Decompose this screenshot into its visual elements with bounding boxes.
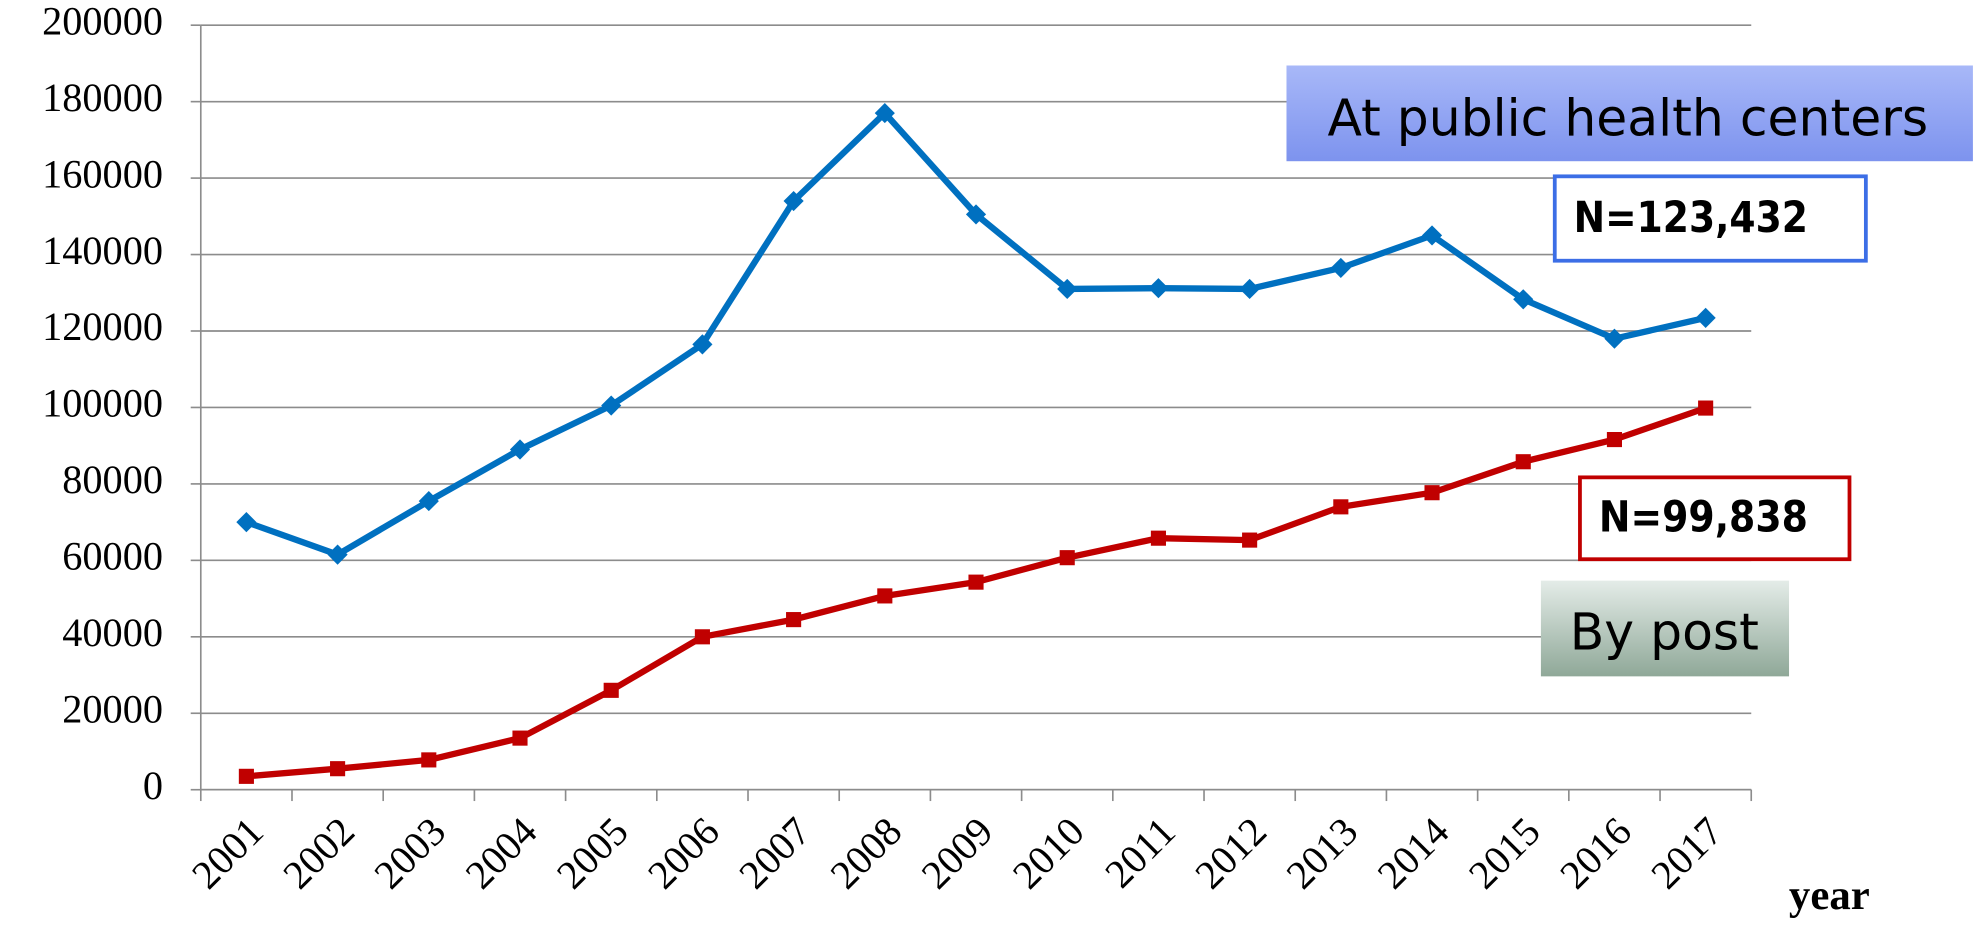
marker <box>330 761 346 777</box>
annotation: N=123,432 <box>1574 193 1808 243</box>
x-tick-label: 2017 <box>1642 809 1731 898</box>
marker <box>1333 499 1349 515</box>
marker <box>1148 278 1169 299</box>
x-tick-label: 2009 <box>913 809 1002 898</box>
x-tick-label: 2010 <box>1004 809 1093 898</box>
marker <box>694 629 710 645</box>
x-axis-label: year <box>1789 872 1870 919</box>
x-tick-label: 2004 <box>457 809 546 898</box>
legend-label: At public health centers <box>1327 89 1928 148</box>
marker <box>238 768 254 784</box>
marker <box>1239 278 1260 300</box>
legend-label: By post <box>1570 603 1759 662</box>
x-tick-label: 2001 <box>183 809 272 898</box>
marker <box>1424 485 1440 501</box>
y-tick-label: 120000 <box>42 304 163 349</box>
marker <box>1695 307 1716 328</box>
marker <box>1515 454 1531 470</box>
marker <box>1059 550 1075 566</box>
x-tick-label: 2002 <box>274 809 363 898</box>
marker <box>327 544 348 565</box>
marker <box>692 334 713 355</box>
x-tick-label: 2011 <box>1096 809 1184 897</box>
x-tick-label: 2014 <box>1369 809 1458 898</box>
y-tick-label: 140000 <box>42 228 163 273</box>
x-tick-label: 2006 <box>639 809 728 898</box>
x-tick-label: 2008 <box>822 809 911 898</box>
x-tick-label: 2016 <box>1551 809 1640 898</box>
y-tick-label: 0 <box>143 763 163 808</box>
marker <box>968 574 984 590</box>
marker <box>1330 257 1351 279</box>
x-tick-label: 2003 <box>365 809 454 898</box>
annotation: N=99,838 <box>1599 493 1808 543</box>
marker <box>877 588 893 604</box>
x-tick-label: 2015 <box>1460 809 1549 898</box>
marker <box>236 512 257 533</box>
annotation-box <box>1578 475 1852 562</box>
annotation-box <box>1552 174 1868 263</box>
y-tick-label: 80000 <box>62 457 163 502</box>
y-tick-label: 20000 <box>62 687 163 732</box>
marker <box>421 752 437 768</box>
x-tick-label: 2005 <box>548 809 637 898</box>
y-tick-label: 60000 <box>62 534 163 579</box>
legend-box <box>1540 580 1790 677</box>
y-tick-label: 180000 <box>42 75 163 120</box>
y-tick-label: 40000 <box>62 610 163 655</box>
marker <box>603 682 619 698</box>
marker <box>874 103 895 124</box>
marker <box>1604 328 1625 349</box>
marker <box>1421 225 1443 246</box>
marker <box>512 730 528 746</box>
marker <box>1150 530 1166 546</box>
marker <box>1606 432 1622 448</box>
marker <box>601 395 622 416</box>
marker <box>1513 289 1534 310</box>
y-tick-label: 100000 <box>42 381 163 426</box>
marker <box>418 491 439 512</box>
x-tick-label: 2012 <box>1186 809 1275 898</box>
x-tick-label: 2007 <box>730 809 819 898</box>
series-line <box>246 405 1707 780</box>
marker <box>1242 532 1258 548</box>
marker <box>1698 400 1714 416</box>
marker <box>786 612 802 628</box>
legend-box <box>1286 65 1973 162</box>
y-tick-label: 200000 <box>42 0 163 43</box>
y-tick-label: 160000 <box>42 151 163 196</box>
series-line <box>245 109 1707 558</box>
x-tick-label: 2013 <box>1278 809 1367 898</box>
